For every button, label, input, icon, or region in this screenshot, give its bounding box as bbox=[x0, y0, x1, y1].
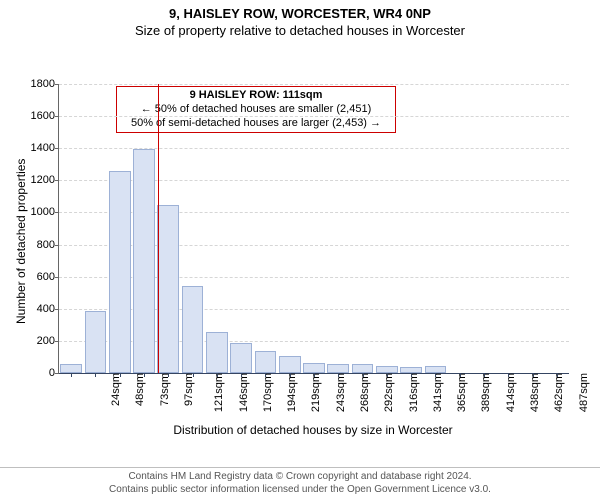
x-tick-label: 194sqm bbox=[284, 373, 298, 412]
y-tick-label: 400 bbox=[37, 303, 59, 315]
x-tick-mark bbox=[71, 373, 72, 377]
histogram-bar bbox=[85, 311, 107, 373]
x-tick-mark bbox=[95, 373, 96, 377]
x-tick-mark bbox=[411, 373, 412, 377]
x-tick-mark bbox=[120, 373, 121, 377]
x-tick-label: 487sqm bbox=[576, 373, 590, 412]
y-axis-label: Number of detached properties bbox=[14, 158, 28, 323]
histogram-bar bbox=[230, 343, 252, 374]
x-tick-mark bbox=[168, 373, 169, 377]
histogram-bar bbox=[255, 351, 277, 373]
x-tick-mark bbox=[460, 373, 461, 377]
x-tick-mark bbox=[265, 373, 266, 377]
x-tick-mark bbox=[484, 373, 485, 377]
x-tick-label: 243sqm bbox=[333, 373, 347, 412]
x-tick-mark bbox=[217, 373, 218, 377]
histogram-bar bbox=[109, 171, 131, 373]
gridline bbox=[59, 84, 569, 85]
y-tick-label: 800 bbox=[37, 239, 59, 251]
chart-titles: 9, HAISLEY ROW, WORCESTER, WR4 0NP Size … bbox=[0, 0, 600, 38]
property-size-marker bbox=[158, 84, 159, 373]
histogram-bar bbox=[133, 149, 155, 373]
footer-line2: Contains public sector information licen… bbox=[0, 484, 600, 497]
x-tick-mark bbox=[435, 373, 436, 377]
x-tick-mark bbox=[387, 373, 388, 377]
x-tick-label: 389sqm bbox=[479, 373, 493, 412]
x-tick-label: 170sqm bbox=[260, 373, 274, 412]
x-tick-label: 97sqm bbox=[181, 373, 195, 406]
x-tick-label: 121sqm bbox=[211, 373, 225, 412]
annotation-line1: 9 HAISLEY ROW: 111sqm bbox=[123, 89, 389, 103]
histogram-bar bbox=[327, 364, 349, 373]
x-tick-mark bbox=[241, 373, 242, 377]
histogram-bar bbox=[157, 205, 179, 373]
x-tick-mark bbox=[533, 373, 534, 377]
y-tick-label: 1200 bbox=[31, 174, 59, 186]
x-tick-label: 438sqm bbox=[527, 373, 541, 412]
histogram-bar bbox=[182, 286, 204, 373]
y-tick-label: 1600 bbox=[31, 110, 59, 122]
footer: Contains HM Land Registry data © Crown c… bbox=[0, 467, 600, 500]
y-tick-label: 0 bbox=[49, 367, 59, 379]
y-tick-label: 600 bbox=[37, 271, 59, 283]
x-tick-label: 316sqm bbox=[406, 373, 420, 412]
x-tick-label: 365sqm bbox=[454, 373, 468, 412]
x-tick-label: 48sqm bbox=[132, 373, 146, 406]
plot-area: 9 HAISLEY ROW: 111sqm ← 50% of detached … bbox=[58, 84, 569, 374]
chart-area: 9 HAISLEY ROW: 111sqm ← 50% of detached … bbox=[0, 38, 600, 426]
histogram-bar bbox=[206, 332, 228, 373]
x-tick-mark bbox=[290, 373, 291, 377]
chart-title-line2: Size of property relative to detached ho… bbox=[0, 21, 600, 38]
x-tick-label: 268sqm bbox=[357, 373, 371, 412]
y-tick-label: 1400 bbox=[31, 142, 59, 154]
x-tick-mark bbox=[193, 373, 194, 377]
x-tick-label: 292sqm bbox=[381, 373, 395, 412]
x-tick-label: 219sqm bbox=[309, 373, 323, 412]
histogram-bar bbox=[303, 363, 325, 373]
footer-line1: Contains HM Land Registry data © Crown c… bbox=[0, 471, 600, 484]
x-tick-label: 341sqm bbox=[430, 373, 444, 412]
y-tick-label: 1800 bbox=[31, 78, 59, 90]
histogram-bar bbox=[376, 366, 398, 373]
x-tick-mark bbox=[144, 373, 145, 377]
x-tick-label: 414sqm bbox=[503, 373, 517, 412]
x-tick-mark bbox=[557, 373, 558, 377]
x-tick-label: 24sqm bbox=[108, 373, 122, 406]
x-tick-label: 73sqm bbox=[157, 373, 171, 406]
x-tick-label: 462sqm bbox=[551, 373, 565, 412]
chart-title-line1: 9, HAISLEY ROW, WORCESTER, WR4 0NP bbox=[0, 0, 600, 21]
x-tick-mark bbox=[363, 373, 364, 377]
x-tick-mark bbox=[338, 373, 339, 377]
annotation-line2: ← 50% of detached houses are smaller (2,… bbox=[123, 103, 389, 117]
y-tick-label: 200 bbox=[37, 335, 59, 347]
gridline bbox=[59, 116, 569, 117]
x-tick-mark bbox=[314, 373, 315, 377]
histogram-bar bbox=[425, 366, 447, 373]
x-tick-label: 146sqm bbox=[236, 373, 250, 412]
histogram-bar bbox=[279, 356, 301, 373]
histogram-bar bbox=[352, 364, 374, 373]
y-tick-label: 1000 bbox=[31, 206, 59, 218]
histogram-bar bbox=[60, 364, 82, 373]
x-axis-label: Distribution of detached houses by size … bbox=[58, 423, 568, 437]
annotation-line3: 50% of semi-detached houses are larger (… bbox=[123, 117, 389, 131]
x-tick-mark bbox=[508, 373, 509, 377]
